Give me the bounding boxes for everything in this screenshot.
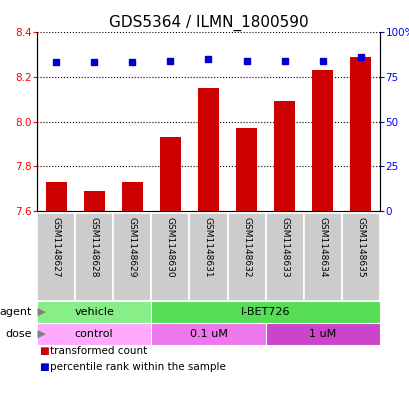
- Bar: [227, 213, 265, 301]
- Bar: [37, 213, 75, 301]
- Bar: [75, 213, 113, 301]
- Text: GSM1148634: GSM1148634: [317, 217, 326, 278]
- Bar: [37, 323, 151, 345]
- Bar: [113, 213, 151, 301]
- Bar: [151, 213, 189, 301]
- Text: 0.1 uM: 0.1 uM: [189, 329, 227, 339]
- Text: 1 uM: 1 uM: [308, 329, 336, 339]
- Bar: [189, 213, 227, 301]
- Text: GSM1148633: GSM1148633: [279, 217, 288, 278]
- Text: ■: ■: [39, 346, 49, 356]
- Text: dose: dose: [5, 329, 32, 339]
- Bar: [151, 323, 265, 345]
- Bar: [45, 182, 66, 211]
- Text: GSM1148635: GSM1148635: [355, 217, 364, 278]
- Text: transformed count: transformed count: [50, 346, 147, 356]
- Bar: [83, 191, 104, 211]
- Text: agent: agent: [0, 307, 32, 317]
- Bar: [37, 301, 151, 323]
- Text: GSM1148629: GSM1148629: [128, 217, 137, 278]
- Title: GDS5364 / ILMN_1800590: GDS5364 / ILMN_1800590: [108, 15, 308, 31]
- Text: control: control: [75, 329, 113, 339]
- Text: GSM1148632: GSM1148632: [242, 217, 250, 278]
- Bar: [265, 323, 379, 345]
- Bar: [198, 88, 218, 211]
- Bar: [236, 128, 256, 211]
- Bar: [341, 213, 379, 301]
- Bar: [121, 182, 142, 211]
- Text: ▶: ▶: [34, 329, 46, 339]
- Bar: [350, 57, 371, 211]
- Text: vehicle: vehicle: [74, 307, 114, 317]
- Text: percentile rank within the sample: percentile rank within the sample: [50, 362, 225, 372]
- Bar: [265, 213, 303, 301]
- Bar: [160, 137, 180, 211]
- Bar: [312, 70, 333, 211]
- Bar: [151, 301, 379, 323]
- Text: GSM1148628: GSM1148628: [90, 217, 99, 278]
- Text: GSM1148627: GSM1148627: [52, 217, 61, 278]
- Text: GSM1148631: GSM1148631: [204, 217, 213, 278]
- Bar: [303, 213, 341, 301]
- Text: GSM1148630: GSM1148630: [166, 217, 175, 278]
- Bar: [274, 101, 294, 211]
- Text: I-BET726: I-BET726: [240, 307, 290, 317]
- Text: ■: ■: [39, 362, 49, 372]
- Text: ▶: ▶: [34, 307, 46, 317]
